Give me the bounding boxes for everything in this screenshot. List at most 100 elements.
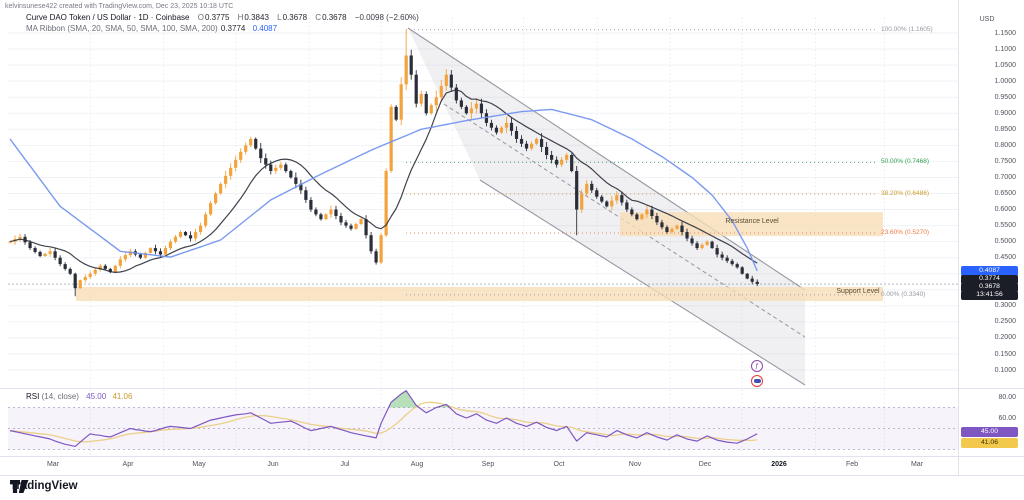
resistance-zone[interactable] bbox=[620, 212, 883, 237]
candle-body bbox=[203, 214, 208, 226]
rsi-value: 45.00 bbox=[86, 392, 107, 401]
candle-body bbox=[148, 248, 153, 253]
indicator-name: MA Ribbon (SMA, 20, SMA, 50, SMA, 100, S… bbox=[26, 24, 218, 33]
sma-200-line[interactable] bbox=[9, 108, 758, 272]
sma-fast-line[interactable] bbox=[9, 89, 758, 273]
candle-body bbox=[289, 171, 293, 178]
candle-body bbox=[274, 167, 278, 172]
candle-body bbox=[655, 215, 659, 223]
candle-body bbox=[68, 268, 72, 274]
low-value: 0.3678 bbox=[282, 13, 308, 22]
candle-body bbox=[73, 273, 77, 289]
rsi-legend[interactable]: RSI (14, close) 45.00 41.06 bbox=[26, 392, 132, 401]
fib-level-label: 100.00% (1.1605) bbox=[881, 25, 933, 33]
rsi-tick-label: 80.00 bbox=[998, 393, 1016, 401]
candle-body bbox=[339, 215, 343, 223]
indicator-value-1: 0.3774 bbox=[220, 24, 246, 33]
drawing-sticker-marker[interactable]: ƒ bbox=[751, 360, 763, 372]
candle-body bbox=[229, 167, 233, 176]
candle-body bbox=[675, 225, 679, 229]
open-value: 0.3775 bbox=[204, 13, 230, 22]
candle-body bbox=[670, 228, 674, 233]
candle-body bbox=[735, 264, 739, 268]
candle-body bbox=[499, 127, 504, 133]
sticker-inner-shape bbox=[753, 379, 761, 383]
candle-body bbox=[163, 248, 168, 255]
candle-body bbox=[494, 127, 499, 133]
channel-lower-line[interactable] bbox=[479, 179, 806, 386]
support-zone[interactable] bbox=[76, 286, 883, 302]
channel-upper-line[interactable] bbox=[407, 27, 806, 291]
price-axis-badge: 0.4087 bbox=[961, 266, 1018, 277]
candle-body bbox=[424, 93, 428, 114]
candle-body bbox=[354, 223, 358, 229]
candle-body bbox=[575, 171, 579, 210]
fib-level-label: 0.00% (0.3340) bbox=[881, 290, 926, 298]
candle-body bbox=[730, 260, 734, 265]
candle-body bbox=[58, 257, 62, 265]
price-tick-label: 0.2500 bbox=[994, 318, 1016, 326]
rsi-overbought-fill bbox=[388, 390, 420, 408]
rsi-ma-line[interactable] bbox=[9, 401, 758, 443]
indicator-legend[interactable]: MA Ribbon (SMA, 20, SMA, 50, SMA, 100, S… bbox=[26, 24, 277, 33]
fib-level-label: 50.00% (0.7468) bbox=[881, 158, 930, 166]
candle-body bbox=[650, 209, 654, 216]
price-axis-currency: USD bbox=[979, 16, 995, 23]
candle-body bbox=[173, 236, 178, 242]
main-pane[interactable] bbox=[8, 27, 958, 386]
rsi-axis-badge: 45.00 bbox=[961, 427, 1018, 438]
candle-body bbox=[524, 143, 529, 149]
candle-body bbox=[529, 143, 534, 149]
candle-body bbox=[755, 281, 759, 285]
high-value: 0.3843 bbox=[244, 13, 269, 22]
rsi-name: RSI bbox=[26, 392, 40, 401]
candle-body bbox=[715, 248, 719, 255]
candle-body bbox=[685, 232, 689, 239]
candle-body bbox=[620, 195, 624, 203]
candle-body bbox=[329, 209, 333, 215]
candle-body bbox=[419, 93, 423, 104]
candle-body bbox=[509, 122, 514, 131]
price-tick-label: 0.5500 bbox=[994, 222, 1016, 230]
rsi-axis-badge: 41.06 bbox=[961, 438, 1018, 449]
candle-body bbox=[264, 158, 268, 165]
candle-body bbox=[700, 244, 704, 249]
candle-body bbox=[745, 273, 749, 279]
candle-body bbox=[63, 264, 67, 269]
rsi-pane[interactable] bbox=[8, 390, 958, 450]
candle-body bbox=[585, 183, 589, 194]
candle-body bbox=[299, 183, 303, 191]
pane-separators bbox=[0, 0, 1024, 476]
candle-body bbox=[560, 159, 564, 165]
candle-body bbox=[198, 225, 203, 233]
time-axis-month-label: Apr bbox=[122, 461, 134, 468]
candle-body bbox=[309, 199, 313, 210]
symbol-legend[interactable]: Curve DAO Token / US Dollar · 1D · Coinb… bbox=[26, 13, 419, 22]
candle-body bbox=[138, 254, 142, 258]
candle-body bbox=[128, 251, 132, 256]
price-tick-label: 1.0500 bbox=[994, 61, 1016, 69]
price-axis-badge: 0.3678 bbox=[961, 282, 1018, 293]
candle-body bbox=[394, 106, 398, 120]
rsi-line[interactable] bbox=[9, 390, 758, 447]
candle-body bbox=[369, 235, 373, 252]
candlestick-series[interactable] bbox=[8, 29, 759, 297]
time-axis-month-label: Mar bbox=[46, 461, 60, 468]
price-tick-label: 0.6000 bbox=[994, 206, 1016, 214]
tradingview-logo[interactable]: TradingView bbox=[10, 480, 78, 493]
candle-body bbox=[33, 248, 37, 252]
price-tick-label: 1.1000 bbox=[994, 45, 1016, 53]
candle-body bbox=[484, 113, 489, 123]
price-tick-label: 0.9000 bbox=[994, 109, 1016, 117]
candle-body bbox=[439, 85, 443, 98]
resistance-zone-label[interactable]: Resistance Level bbox=[725, 218, 779, 226]
drawing-sticker-marker[interactable] bbox=[751, 375, 763, 387]
low-label: L bbox=[277, 13, 282, 22]
candle-body bbox=[725, 257, 729, 261]
support-zone-label[interactable]: Support Level bbox=[836, 287, 880, 295]
candle-body bbox=[219, 183, 223, 194]
candle-body bbox=[53, 251, 57, 258]
candle-body bbox=[113, 265, 117, 273]
fib-level-label: 23.60% (0.5270) bbox=[881, 228, 930, 236]
